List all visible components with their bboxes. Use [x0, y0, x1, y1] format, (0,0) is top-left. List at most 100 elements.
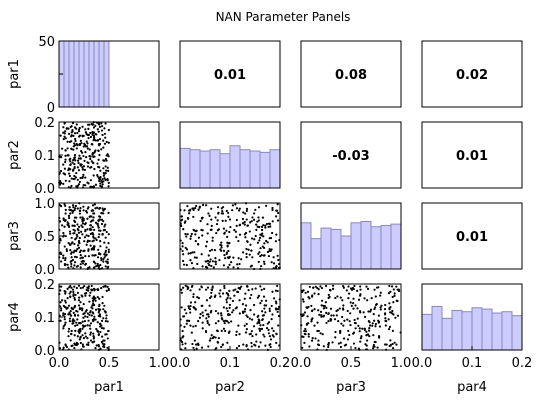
scatter-point-par2-par4 — [206, 313, 209, 316]
scatter-point-par1-par2 — [93, 167, 96, 171]
scatter-point-par1-par2 — [82, 145, 85, 148]
scatter-point-par3-par4 — [352, 297, 355, 300]
histogram-bar-par2-5 — [229, 145, 241, 189]
scatter-point-par1-par2 — [75, 142, 78, 146]
scatter-point-par1-par2 — [64, 149, 67, 152]
scatter-point-par2-par4 — [222, 327, 226, 330]
scatter-point-par2-par3 — [261, 245, 264, 248]
scatter-point-par2-par4 — [266, 322, 269, 325]
scatter-point-par2-par3 — [258, 239, 261, 242]
scatter-point-par1-par2 — [71, 161, 74, 164]
scatter-point-par1-par4 — [66, 297, 69, 300]
scatter-point-par1-par3 — [82, 205, 85, 208]
scatter-point-par2-par4 — [249, 309, 252, 312]
y-tick-label-1-0: 0.0 — [34, 182, 55, 197]
scatter-point-par1-par2 — [97, 130, 100, 133]
scatter-point-par1-par3 — [81, 256, 84, 259]
scatter-point-par3-par4 — [333, 318, 337, 321]
scatter-point-par2-par3 — [201, 265, 204, 268]
scatter-point-par1-par4 — [71, 322, 74, 325]
scatter-point-par2-par4 — [191, 284, 194, 288]
scatter-point-par1-par2 — [96, 162, 99, 165]
scatter-point-par2-par3 — [205, 204, 208, 207]
scatter-point-par1-par4 — [64, 343, 67, 346]
scatter-point-par2-par4 — [228, 289, 231, 292]
scatter-point-par1-par4 — [88, 313, 91, 316]
scatter-point-par3-par4 — [391, 346, 395, 350]
scatter-point-par2-par3 — [214, 263, 218, 266]
scatter-point-par1-par4 — [86, 337, 89, 340]
scatter-point-par2-par4 — [246, 284, 249, 288]
scatter-point-par1-par3 — [75, 216, 78, 219]
scatter-point-par1-par4 — [79, 286, 82, 290]
scatter-point-par1-par3 — [99, 215, 102, 218]
scatter-point-par1-par2 — [85, 132, 88, 136]
scatter-point-par2-par4 — [235, 346, 239, 350]
scatter-point-par1-par4 — [105, 314, 108, 317]
scatter-point-par3-par4 — [319, 285, 322, 288]
x-axis-label-par2: par2 — [215, 380, 245, 395]
scatter-point-par3-par4 — [331, 341, 334, 344]
scatter-point-par2-par4 — [217, 337, 220, 340]
scatter-point-par2-par3 — [195, 229, 198, 232]
scatter-point-par2-par4 — [189, 304, 192, 308]
scatter-point-par1-par2 — [63, 135, 66, 138]
scatter-point-par1-par4 — [63, 315, 66, 318]
scatter-point-par3-par4 — [359, 294, 362, 297]
scatter-point-par2-par3 — [222, 227, 226, 230]
scatter-point-par1-par3 — [75, 256, 78, 259]
scatter-point-par1-par3 — [93, 212, 96, 215]
scatter-point-par2-par4 — [192, 306, 195, 309]
scatter-point-par1-par4 — [72, 290, 75, 294]
scatter-point-par1-par4 — [80, 307, 83, 310]
scatter-point-par3-par4 — [334, 296, 337, 300]
scatter-point-par1-par3 — [104, 265, 107, 268]
scatter-point-par1-par2 — [96, 128, 99, 131]
scatter-point-par1-par4 — [81, 324, 85, 327]
scatter-point-par2-par4 — [255, 340, 258, 343]
scatter-point-par1-par2 — [89, 131, 92, 135]
scatter-point-par2-par4 — [238, 287, 242, 290]
scatter-point-par2-par4 — [263, 335, 266, 338]
scatter-point-par2-par3 — [259, 255, 262, 258]
scatter-point-par2-par3 — [235, 236, 238, 239]
scatter-point-par2-par4 — [187, 305, 190, 308]
panel-frame-0-2 — [300, 40, 402, 108]
scatter-point-par1-par3 — [87, 249, 90, 253]
scatter-point-par1-par2 — [73, 162, 76, 166]
scatter-point-par1-par2 — [99, 178, 102, 181]
scatter-point-par1-par3 — [77, 246, 81, 249]
scatter-point-par1-par4 — [103, 339, 106, 342]
scatter-point-par3-par4 — [359, 340, 362, 343]
scatter-point-par2-par3 — [276, 203, 279, 206]
scatter-point-par2-par4 — [183, 325, 186, 328]
scatter-point-par2-par4 — [258, 327, 261, 330]
scatter-point-par2-par4 — [188, 319, 191, 322]
scatter-point-par1-par4 — [93, 315, 96, 318]
histogram-bar-par4-3 — [451, 309, 463, 351]
scatter-point-par3-par4 — [393, 341, 396, 344]
correlation-value-par1-par2: 0.01 — [214, 68, 246, 83]
scatter-point-par2-par3 — [269, 225, 272, 228]
scatter-point-par2-par3 — [185, 248, 189, 251]
scatter-point-par2-par3 — [267, 225, 270, 228]
scatter-point-par1-par4 — [96, 296, 99, 299]
scatter-point-par1-par3 — [67, 241, 70, 245]
scatter-point-par3-par4 — [368, 321, 371, 324]
scatter-point-par1-par3 — [106, 258, 109, 261]
scatter-point-par1-par4 — [89, 291, 92, 294]
scatter-point-par1-par2 — [81, 151, 84, 154]
scatter-point-par2-par4 — [262, 333, 265, 336]
scatter-point-par1-par3 — [73, 242, 76, 246]
scatter-point-par1-par3 — [67, 266, 70, 269]
scatter-point-par3-par4 — [302, 300, 305, 303]
scatter-point-par1-par2 — [95, 133, 98, 136]
scatter-point-par1-par3 — [104, 251, 107, 254]
scatter-point-par1-par3 — [97, 264, 101, 268]
scatter-point-par2-par3 — [227, 211, 230, 214]
scatter-point-par1-par2 — [94, 124, 97, 128]
scatter-point-par2-par4 — [274, 300, 278, 303]
scatter-point-par2-par4 — [182, 286, 185, 289]
scatter-point-par2-par4 — [225, 292, 228, 295]
scatter-point-par2-par4 — [211, 337, 214, 340]
